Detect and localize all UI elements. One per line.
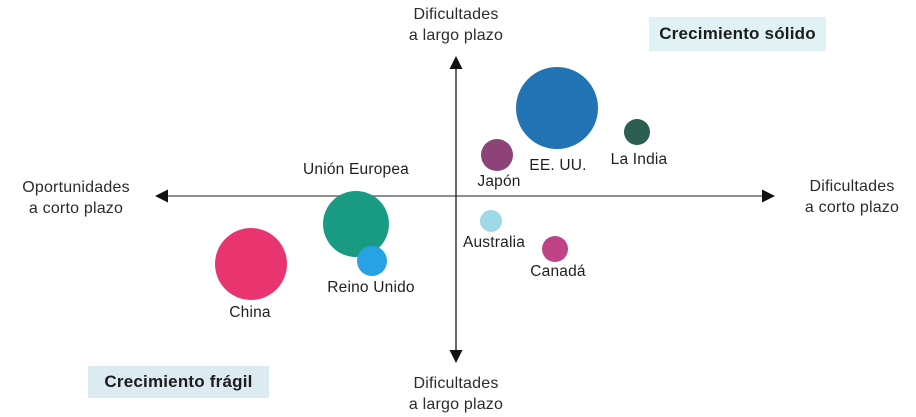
bubble-japon [481, 139, 513, 171]
axis-label-top: Dificultades a largo plazo [409, 4, 503, 46]
bubble-label-ee-uu: EE. UU. [529, 157, 587, 174]
axis-label-right-line2: a corto plazo [804, 199, 900, 216]
bubble-china [215, 228, 287, 300]
axis-label-bottom: Dificultades a largo plazo [409, 373, 503, 415]
axis-label-left: Oportunidades a corto plazo [22, 177, 130, 219]
arrowhead-up-icon [449, 56, 463, 69]
bubble-la-india [624, 119, 650, 145]
axis-label-top-line2: a largo plazo [408, 27, 504, 44]
axis-label-left-line2: a corto plazo [28, 200, 124, 217]
bubble-label-reino-unido: Reino Unido [327, 279, 415, 296]
quadrant-label-fragile-growth: Crecimiento frágil [88, 366, 269, 398]
bubble-label-canada: Canadá [530, 263, 586, 280]
bubble-australia [480, 210, 502, 232]
bubble-union-europea [323, 191, 389, 257]
bubble-ee-uu [516, 67, 598, 149]
bubble-canada [542, 236, 568, 262]
arrowhead-down-icon [449, 350, 463, 363]
axis-label-top-line1: Dificultades [413, 6, 499, 23]
bubble-label-china: China [229, 304, 271, 321]
bubble-label-union-europea: Unión Europea [302, 161, 410, 178]
axis-label-left-line1: Oportunidades [22, 179, 130, 196]
bubble-label-australia: Australia [462, 234, 526, 251]
axis-label-bottom-line1: Dificultades [413, 375, 499, 392]
arrowhead-right-icon [762, 189, 775, 203]
bubble-label-japon: Japón [477, 173, 521, 190]
axis-label-right-line1: Dificultades [809, 178, 895, 195]
bubble-label-la-india: La India [610, 151, 668, 168]
axis-label-right: Dificultades a corto plazo [805, 176, 899, 218]
arrowhead-left-icon [155, 189, 168, 203]
bubble-reino-unido [357, 246, 387, 276]
quadrant-label-solid-growth: Crecimiento sólido [649, 17, 826, 51]
axis-label-bottom-line2: a largo plazo [408, 396, 504, 413]
